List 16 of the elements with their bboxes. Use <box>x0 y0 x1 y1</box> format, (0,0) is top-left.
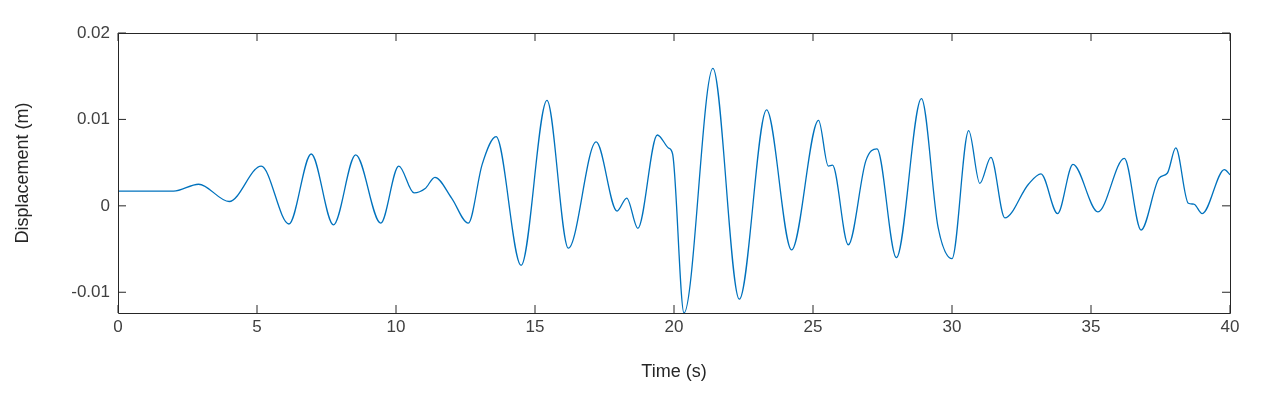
x-tick-label: 35 <box>1081 316 1101 336</box>
x-axis-title: Time (s) <box>641 361 707 382</box>
x-tick-label: 0 <box>113 316 123 336</box>
line-series <box>118 67 1230 313</box>
x-tick-label: 10 <box>386 316 406 336</box>
y-axis-title: Displacement (m) <box>11 102 32 244</box>
y-tick-label: 0.02 <box>76 22 110 42</box>
y-tick-label: 0 <box>100 195 110 215</box>
x-tick-label: 30 <box>942 316 962 336</box>
y-tick-label: -0.01 <box>71 281 110 301</box>
x-tick-label: 15 <box>525 316 545 336</box>
x-tick-label: 40 <box>1220 316 1240 336</box>
x-tick-label: 5 <box>252 316 262 336</box>
x-tick-label: 25 <box>803 316 823 336</box>
x-tick-label: 20 <box>664 316 684 336</box>
y-tick-label: 0.01 <box>76 109 110 129</box>
